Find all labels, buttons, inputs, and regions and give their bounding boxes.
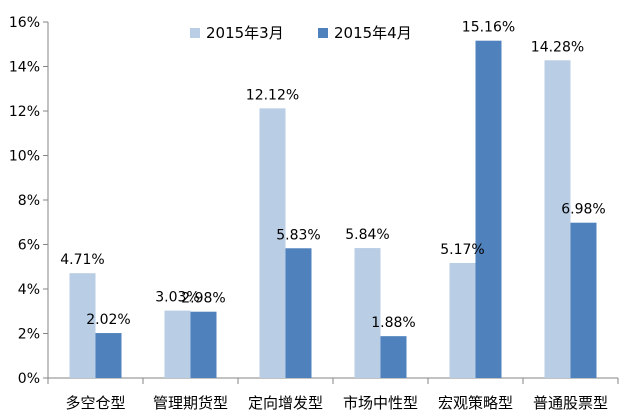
legend-label: 2015年4月 <box>334 24 412 42</box>
data-label: 12.12% <box>246 87 299 103</box>
y-tick-label: 12% <box>9 104 40 120</box>
bar-series1 <box>259 108 286 378</box>
y-tick-label: 2% <box>18 327 40 343</box>
data-label: 1.88% <box>371 315 415 331</box>
bars <box>69 40 597 379</box>
legend-label: 2015年3月 <box>206 24 284 42</box>
bar-series2 <box>285 248 312 378</box>
data-label: 3.03% <box>155 290 199 306</box>
bar-series2 <box>475 40 502 378</box>
y-tick-label: 16% <box>9 15 40 31</box>
bar-series1 <box>164 310 191 378</box>
y-tick-label: 4% <box>18 282 40 298</box>
bar-series1 <box>449 262 476 378</box>
bar-series1 <box>544 60 571 379</box>
bar-series1 <box>354 248 381 378</box>
y-tick-label: 10% <box>9 149 40 165</box>
x-tick-label: 定向增发型 <box>248 394 323 412</box>
data-labels: 4.71% 3.03% 12.12% 5.84% 5.17% 14.28% 2.02% 2.9… <box>60 20 605 331</box>
legend-swatch <box>190 28 200 38</box>
x-tick-label: 多空仓型 <box>65 394 125 412</box>
data-label: 14.28% <box>531 39 584 55</box>
x-tick-label: 普通股票型 <box>533 394 608 412</box>
bar-series2 <box>380 336 407 378</box>
x-tick-label: 宏观策略型 <box>438 394 513 412</box>
data-label: 5.84% <box>345 227 389 243</box>
data-label: 6.98% <box>561 202 605 218</box>
bar-series1 <box>69 273 96 378</box>
legend: 2015年3月 2015年4月 <box>190 24 412 42</box>
data-label: 2.98% <box>181 291 225 307</box>
bar-series2 <box>190 311 217 378</box>
y-tick-label: 0% <box>18 371 40 387</box>
data-label: 2.02% <box>86 312 130 328</box>
x-tick-label: 市场中性型 <box>343 394 418 412</box>
bar-series2 <box>95 333 122 378</box>
y-tick-label: 14% <box>9 60 40 76</box>
x-tick-label: 管理期货型 <box>153 394 228 412</box>
data-label: 5.83% <box>276 227 320 243</box>
data-label: 15.16% <box>462 20 515 36</box>
y-tick-label: 8% <box>18 193 40 209</box>
y-tick-label: 6% <box>18 238 40 254</box>
data-label: 5.17% <box>440 242 484 258</box>
bar-series2 <box>570 222 597 378</box>
data-label: 4.71% <box>60 252 104 268</box>
axes: 0% 2% 4% 6% 8% 10% 12% 14% 16% 多空仓型 管理期货型 定向增发型 市场中性… <box>9 15 619 412</box>
legend-swatch <box>318 28 328 38</box>
